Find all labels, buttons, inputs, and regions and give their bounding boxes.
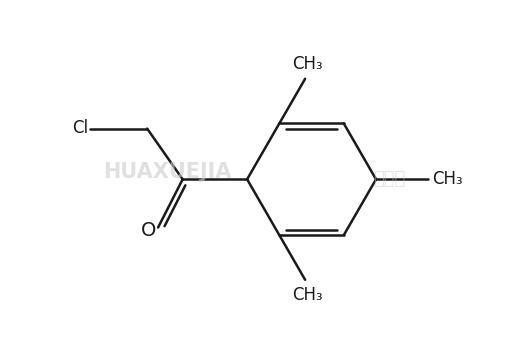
Text: Cl: Cl xyxy=(72,119,88,137)
Text: O: O xyxy=(141,221,157,240)
Text: CH₃: CH₃ xyxy=(432,170,462,188)
Text: 化学加: 化学加 xyxy=(373,170,405,188)
Text: CH₃: CH₃ xyxy=(292,286,323,304)
Text: CH₃: CH₃ xyxy=(292,54,323,73)
Text: HUAXUEJIA: HUAXUEJIA xyxy=(103,162,231,182)
